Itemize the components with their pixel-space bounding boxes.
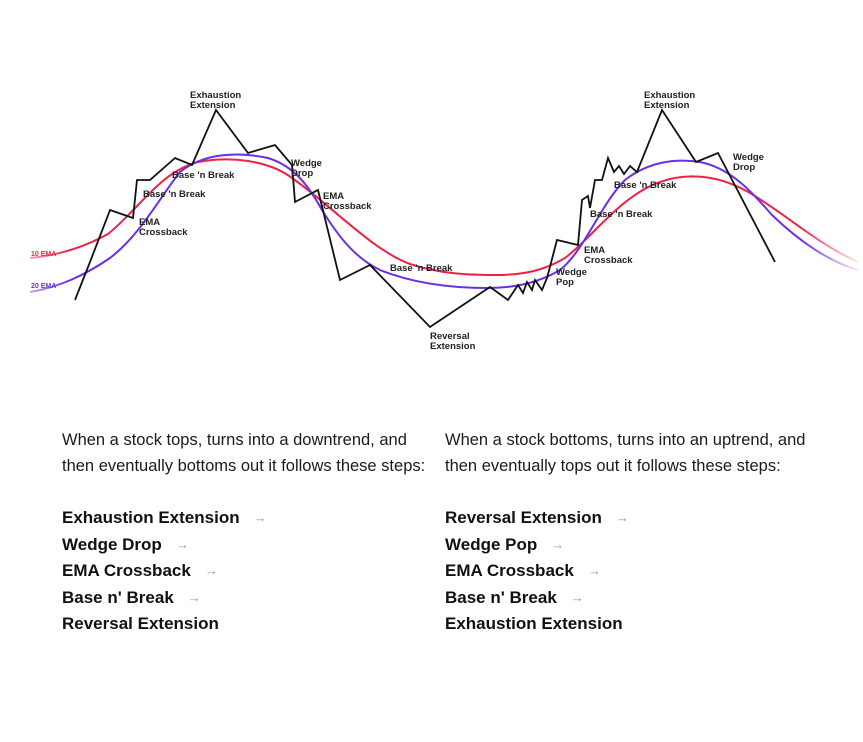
uptrend-column: When a stock bottoms, turns into an uptr… bbox=[445, 428, 815, 637]
annotation-ema-crossback-left-top: EMA Crossback bbox=[323, 191, 372, 212]
uptrend-intro: When a stock bottoms, turns into an uptr… bbox=[445, 431, 806, 475]
arrow-right-icon: → bbox=[253, 510, 267, 525]
arrow-right-icon: → bbox=[570, 589, 584, 605]
annotation-wedge-pop: Wedge Pop bbox=[556, 267, 590, 288]
ema10-line bbox=[29, 158, 859, 277]
annotation-base-break-middle: Base 'n Break bbox=[390, 263, 453, 274]
annotation-base-break-left-upper: Base 'n Break bbox=[172, 170, 235, 181]
arrow-right-icon: → bbox=[175, 536, 189, 552]
ema20-line bbox=[29, 153, 859, 293]
annotation-base-break-right-lower: Base 'n Break bbox=[590, 209, 653, 220]
step-label: Base n' Break bbox=[445, 587, 557, 607]
step-label: Exhaustion Extension bbox=[445, 614, 623, 634]
downtrend-step: EMA Crossback → bbox=[62, 558, 432, 585]
arrow-right-icon: → bbox=[187, 589, 201, 605]
step-label: Wedge Pop bbox=[445, 534, 538, 554]
arrow-right-icon: → bbox=[551, 536, 565, 552]
annotation-wedge-drop-right: Wedge Drop bbox=[733, 152, 767, 173]
uptrend-steps: Reversal Extension → Wedge Pop → EMA Cross… bbox=[445, 505, 815, 637]
uptrend-step: Exhaustion Extension bbox=[445, 611, 815, 637]
annotation-exhaustion-extension-right: Exhaustion Extension bbox=[644, 90, 698, 111]
step-label: Base n' Break bbox=[62, 587, 174, 607]
uptrend-step: Wedge Pop → bbox=[445, 532, 815, 559]
uptrend-step: Base n' Break → bbox=[445, 585, 815, 612]
downtrend-step: Exhaustion Extension → bbox=[62, 505, 432, 532]
annotation-ema-crossback-left-bottom: EMA Crossback bbox=[139, 217, 188, 238]
ema20-tag: 20 EMA bbox=[31, 283, 56, 290]
downtrend-step: Wedge Drop → bbox=[62, 532, 432, 559]
annotation-exhaustion-extension-left: Exhaustion Extension bbox=[190, 90, 244, 111]
annotation-base-break-left-lower: Base 'n Break bbox=[143, 189, 206, 200]
step-label: EMA Crossback bbox=[62, 561, 191, 581]
price-line bbox=[74, 108, 776, 329]
annotation-ema-crossback-right: EMA Crossback bbox=[584, 245, 633, 266]
downtrend-step: Base n' Break → bbox=[62, 585, 432, 612]
downtrend-steps: Exhaustion Extension → Wedge Drop → EMA Cr… bbox=[62, 505, 432, 637]
step-label: Reversal Extension bbox=[445, 508, 602, 527]
arrow-right-icon: → bbox=[204, 563, 218, 579]
arrow-right-icon: → bbox=[587, 563, 601, 579]
uptrend-step: Reversal Extension → bbox=[445, 505, 815, 532]
uptrend-step: EMA Crossback → bbox=[445, 558, 815, 585]
downtrend-column: When a stock tops, turns into a downtren… bbox=[62, 428, 432, 637]
step-label: Reversal Extension bbox=[62, 614, 219, 634]
trend-cycle-diagram: 10 EMA 20 EMA Exhaustion Extension Wedge… bbox=[0, 90, 863, 352]
step-label: EMA Crossback bbox=[445, 561, 574, 581]
annotation-base-break-right-upper: Base 'n Break bbox=[614, 180, 677, 191]
arrow-right-icon: → bbox=[615, 510, 629, 525]
annotation-reversal-extension: Reversal Extension bbox=[430, 331, 476, 352]
annotation-wedge-drop-left: Wedge Drop bbox=[291, 158, 325, 179]
ema10-tag: 10 EMA bbox=[31, 251, 56, 258]
step-label: Wedge Drop bbox=[62, 534, 162, 554]
downtrend-intro: When a stock tops, turns into a downtren… bbox=[62, 431, 426, 475]
step-label: Exhaustion Extension bbox=[62, 508, 240, 527]
downtrend-step: Reversal Extension bbox=[62, 611, 432, 637]
